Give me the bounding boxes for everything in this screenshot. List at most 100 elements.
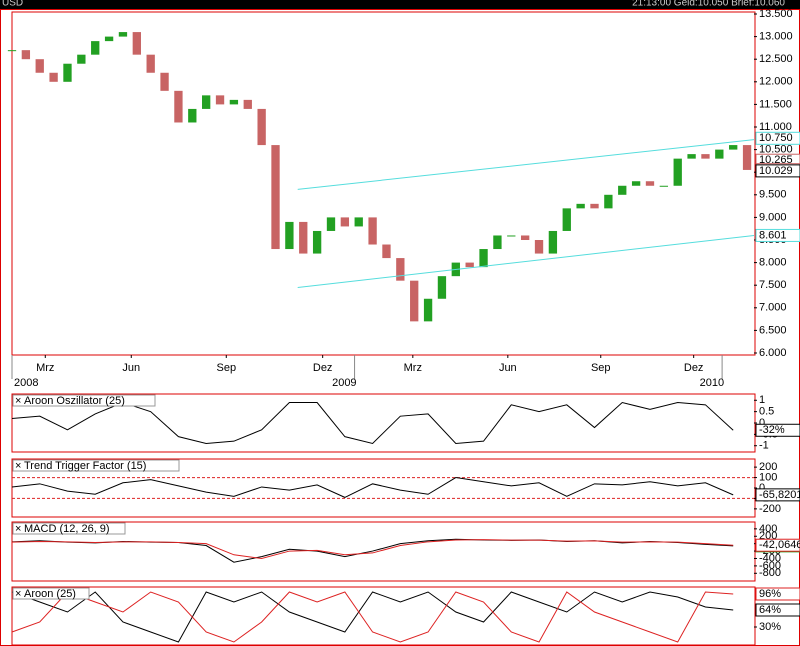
value-marker	[755, 164, 800, 178]
value-marker	[755, 228, 800, 242]
indicator-line	[11, 477, 734, 498]
candle	[132, 32, 141, 55]
candle	[507, 235, 516, 237]
y-tick-label: 0.5	[759, 406, 774, 418]
candle	[590, 203, 599, 209]
x-tick-label: Dez	[684, 362, 704, 374]
value-marker	[755, 603, 800, 617]
candle	[118, 32, 128, 37]
x-tick-label: Dez	[313, 362, 333, 374]
y-tick-label: 200	[759, 461, 777, 473]
indicator-line	[11, 539, 734, 559]
quote: 21:13:00 Geld:10.050 Brief:10.060	[632, 0, 785, 9]
value-marker	[755, 587, 800, 601]
value-marker-label: 8.601	[759, 229, 787, 241]
candle	[354, 217, 363, 227]
candle	[368, 217, 377, 245]
candle	[21, 50, 31, 60]
panel	[11, 11, 756, 356]
value-marker-label: 96%	[759, 588, 781, 600]
candle	[202, 95, 211, 109]
indicator-line	[11, 591, 734, 643]
year-label: 2009	[332, 377, 356, 389]
value-marker-label: 10.265	[759, 154, 793, 166]
indicator-line	[11, 591, 734, 643]
panel-title: Trend Trigger Factor (15)	[24, 460, 146, 472]
trendline	[297, 234, 755, 288]
candle	[243, 99, 252, 109]
y-tick-label: 1	[759, 394, 765, 406]
candle	[104, 36, 114, 42]
y-tick-label: 8.000	[759, 257, 787, 269]
y-tick-label: -600	[759, 560, 781, 572]
y-tick-label: -400	[759, 552, 781, 564]
panel	[11, 521, 756, 582]
candle	[729, 145, 738, 150]
y-tick-label: 400	[759, 523, 777, 535]
x-tick-label: Jun	[122, 362, 140, 374]
y-tick-label: 100	[759, 471, 777, 483]
candle	[312, 230, 322, 254]
candle	[715, 149, 724, 159]
year-label: 2008	[14, 377, 38, 389]
candle	[229, 99, 239, 105]
trendline	[297, 139, 755, 190]
y-tick-label: -1	[759, 440, 769, 452]
y-tick-label: 12.500	[759, 53, 793, 65]
value-marker-label: 64%	[759, 604, 781, 616]
value-marker-label: 10.750	[759, 132, 793, 144]
y-tick-label: 6.000	[759, 347, 787, 359]
candle	[146, 54, 155, 73]
candle	[465, 262, 474, 268]
candle	[437, 276, 447, 299]
x-tick-label: Sep	[591, 362, 611, 374]
year-label: 2010	[700, 377, 724, 389]
y-tick-label: -800	[759, 567, 781, 579]
candle	[701, 154, 710, 159]
y-tick-label: 13.500	[759, 8, 793, 20]
candle	[160, 72, 169, 91]
close-icon: ×	[15, 460, 21, 472]
x-tick-label: Mrz	[36, 362, 54, 374]
candle	[326, 217, 336, 231]
candle	[91, 41, 100, 55]
panel-title: Aroon (25)	[24, 588, 76, 600]
panel-title-box	[12, 587, 90, 600]
value-marker-label: -32%	[759, 424, 785, 436]
candle	[618, 185, 627, 195]
x-tick-label: Jun	[499, 362, 517, 374]
candle	[576, 203, 585, 209]
candle	[174, 90, 183, 123]
candle	[742, 145, 752, 170]
value-marker	[755, 488, 800, 502]
panel-title-box	[12, 394, 156, 407]
panel-title-box	[12, 522, 126, 535]
candle	[257, 108, 266, 146]
value-marker-label: -65,8201	[759, 489, 800, 501]
candle	[604, 194, 613, 209]
panel-title-box	[12, 459, 180, 472]
candle	[396, 258, 405, 281]
candle	[562, 208, 571, 231]
candle	[479, 249, 488, 268]
value-marker	[755, 538, 800, 552]
candle	[645, 181, 655, 186]
candle	[548, 230, 558, 254]
value-marker-label: 10.029	[759, 165, 793, 177]
y-tick-label: 7.500	[759, 279, 787, 291]
panel-title: MACD (12, 26, 9)	[24, 523, 110, 535]
y-tick-label: 10.500	[759, 144, 793, 156]
y-tick-label: 30%	[759, 621, 781, 633]
y-tick-label: 7.000	[759, 302, 787, 314]
y-tick-label: 12.000	[759, 76, 793, 88]
y-tick-label: 11.000	[759, 121, 792, 133]
candle	[285, 221, 294, 250]
candle	[687, 154, 696, 159]
candle	[534, 240, 544, 254]
close-icon: ×	[15, 588, 21, 600]
candle	[35, 59, 44, 73]
candle	[382, 244, 391, 259]
panel-title: Aroon Oszillator (25)	[24, 395, 125, 407]
symbol: USD	[2, 0, 23, 9]
